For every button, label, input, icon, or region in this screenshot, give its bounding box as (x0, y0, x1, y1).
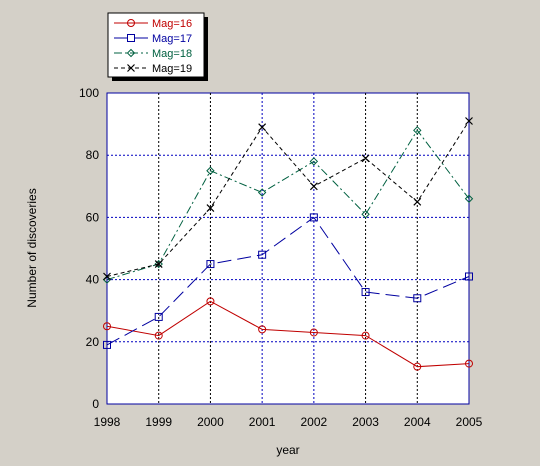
legend-item: Mag=17 (114, 33, 192, 45)
legend-label: Mag=19 (152, 63, 192, 75)
data-point (103, 340, 111, 349)
y-tick-label: 60 (86, 210, 100, 224)
legend: Mag=16 Mag=17 Mag=18 Mag=19 (107, 12, 208, 81)
data-point (413, 294, 422, 303)
series-mag-16 (103, 297, 473, 371)
x-tick-label: 1998 (94, 415, 121, 429)
data-point (206, 260, 215, 269)
y-tick-label: 40 (86, 273, 100, 287)
series-mag-18 (102, 126, 474, 284)
legend-item: Mag=19 (114, 63, 192, 75)
x-axis-label: year (276, 443, 299, 457)
data-point (206, 204, 215, 212)
legend-label: Mag=16 (152, 18, 192, 30)
series-line (106, 129, 470, 281)
legend-box (107, 12, 205, 78)
series-mag-17 (103, 213, 473, 349)
data-point (413, 126, 422, 135)
legend-item: Mag=16 (114, 18, 192, 30)
data-point (309, 213, 318, 222)
x-tick-label: 2003 (352, 415, 379, 429)
data-point (206, 166, 215, 175)
data-point (413, 197, 422, 206)
data-point (464, 194, 474, 203)
x-tick-label: 2005 (456, 415, 483, 429)
y-tick-label: 80 (86, 148, 100, 162)
x-tick-label: 2002 (301, 415, 328, 429)
data-point (258, 123, 267, 132)
y-axis-label: Number of discoveries (25, 188, 39, 307)
y-tick-label: 100 (79, 86, 99, 100)
data-point (413, 362, 422, 371)
legend-marker (127, 34, 135, 42)
data-point (465, 272, 473, 281)
y-tick-label: 0 (92, 397, 99, 411)
data-point (258, 250, 267, 259)
legend-marker (127, 64, 135, 72)
data-point (258, 325, 267, 334)
x-tick-label: 2001 (249, 415, 276, 429)
data-point (154, 259, 163, 269)
data-point (361, 331, 370, 340)
data-point (103, 322, 111, 331)
legend-marker (126, 48, 136, 58)
series-line (106, 120, 470, 277)
data-point (206, 297, 215, 306)
grid (107, 93, 469, 404)
x-tick-label: 1999 (145, 415, 172, 429)
data-point (257, 188, 267, 197)
data-point (154, 331, 163, 340)
y-tick-label: 20 (86, 335, 100, 349)
series-line (106, 216, 470, 346)
data-point (465, 117, 473, 125)
legend-item: Mag=18 (114, 48, 192, 60)
data-point (154, 260, 163, 268)
data-point (465, 359, 473, 368)
x-tick-label: 2000 (197, 415, 224, 429)
series-layer (102, 117, 474, 371)
x-tick-label: 2004 (404, 415, 431, 429)
data-point (309, 157, 319, 166)
legend-label: Mag=18 (152, 48, 192, 60)
data-point (361, 154, 370, 163)
data-point (309, 328, 318, 337)
plot-area (106, 92, 470, 405)
data-point (361, 288, 370, 297)
series-line (106, 300, 470, 368)
data-point (103, 272, 111, 281)
data-point (154, 312, 163, 321)
legend-marker (127, 19, 135, 27)
data-point (361, 210, 370, 219)
data-point (309, 182, 318, 191)
axes: 1998 1999 2000 2001 2002 2003 2004 2005 0 20 40 60 8… (79, 86, 483, 429)
legend-label: Mag=17 (152, 33, 192, 45)
series-mag-19 (103, 117, 473, 281)
